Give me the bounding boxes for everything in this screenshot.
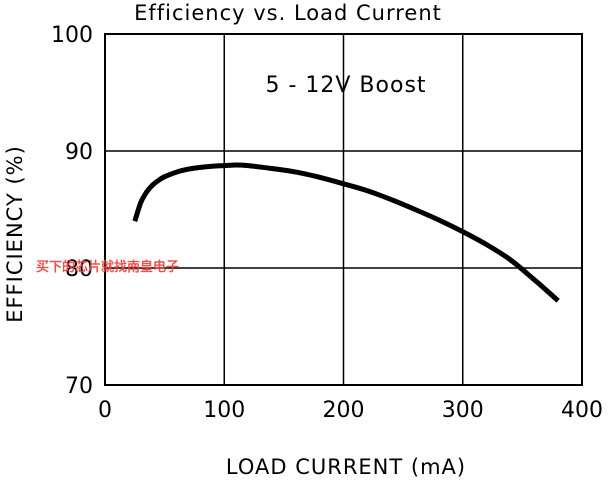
x-axis-label: LOAD CURRENT (mA)	[226, 455, 466, 479]
chart-title: Efficiency vs. Load Current	[134, 1, 442, 25]
x-tick-label: 300	[442, 398, 484, 423]
x-tick-labels: 0 100 200 300 400	[98, 398, 603, 423]
y-tick-label: 90	[65, 140, 93, 165]
watermark-text: 买下的芯片就找南皇电子	[36, 259, 179, 275]
efficiency-series-line	[132, 162, 560, 303]
y-axis-label: EFFICIENCY (%)	[3, 145, 27, 323]
y-tick-label: 80	[65, 257, 93, 282]
x-tick-label: 200	[323, 398, 365, 423]
x-tick-label: 400	[561, 398, 603, 423]
y-tick-labels: 70 80 90 100	[51, 23, 93, 399]
y-tick-label: 70	[65, 374, 93, 399]
y-tick-label: 100	[51, 23, 93, 48]
grid-lines	[105, 34, 582, 385]
plot-area-frame	[104, 33, 583, 386]
x-tick-label: 0	[98, 398, 112, 423]
series-group	[132, 162, 560, 303]
x-tick-label: 100	[203, 398, 245, 423]
chart-annotation: 5 - 12V Boost	[265, 73, 426, 98]
